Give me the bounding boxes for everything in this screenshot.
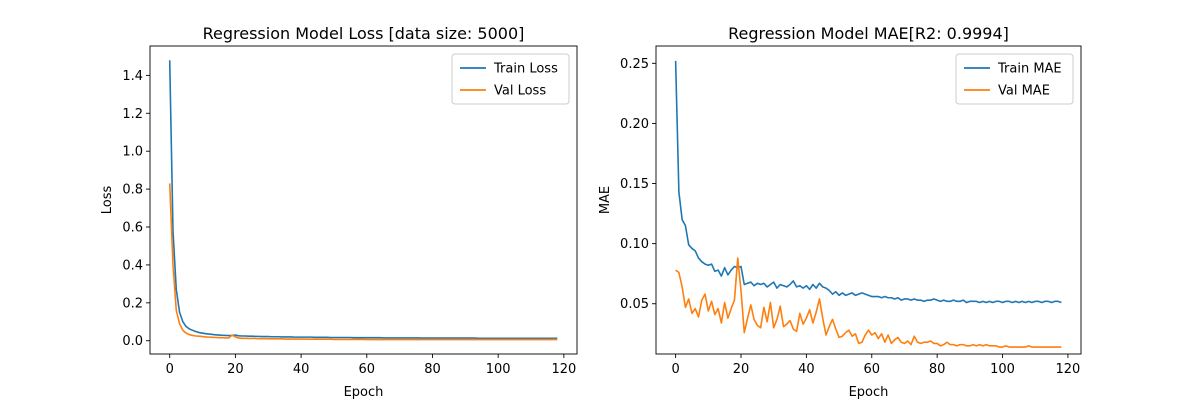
x-tick-label: 80 [424, 362, 441, 377]
chart-title: Regression Model Loss [data size: 5000] [203, 24, 525, 43]
legend: Train MAE Val MAE [955, 53, 1074, 105]
y-tick-label: 0.20 [620, 117, 649, 132]
y-tick-label: 0.10 [620, 237, 649, 252]
series-group [674, 60, 1062, 348]
x-tick-label: 0 [166, 362, 174, 377]
x-axis-label: Epoch [344, 385, 384, 400]
series-line-val-loss [168, 183, 558, 341]
y-tick-label: 0.25 [620, 57, 649, 72]
x-tick-label: 100 [990, 362, 1015, 377]
chart-title: Regression Model MAE[R2: 0.9994] [728, 24, 1009, 43]
y-tick-label: 0.2 [122, 296, 143, 311]
x-tick-label: 120 [551, 362, 576, 377]
plot-frame [149, 45, 578, 355]
legend-label: Train MAE [997, 62, 1062, 77]
series-line-train-mae [674, 60, 1062, 304]
legend-label: Val MAE [998, 84, 1050, 99]
series-line-val-mae [675, 257, 1062, 348]
series-group [168, 60, 558, 341]
y-tick-label: 0.6 [122, 221, 143, 236]
y-tick-label: 0.4 [122, 258, 143, 273]
y-tick-label: 0.8 [122, 183, 143, 198]
legend-label: Val Loss [494, 84, 546, 99]
x-tick-label: 40 [798, 362, 815, 377]
y-tick-label: 1.4 [122, 69, 143, 84]
legend-box [451, 53, 570, 105]
y-axis-label: Loss [100, 186, 115, 215]
x-tick-label: 20 [227, 362, 244, 377]
chart-1: 0 20 40 60 80 100 120 0.0 0.2 0.4 0.6 0.8 1.0 1.2 1.4 R… [100, 24, 578, 400]
x-tick-label: 80 [929, 362, 946, 377]
y-tick-label: 0.15 [620, 177, 649, 192]
y-tick-label: 0.0 [122, 334, 143, 349]
x-axis-label: Epoch [849, 385, 889, 400]
y-tick-label: 1.0 [122, 145, 143, 160]
x-tick-label: 40 [293, 362, 310, 377]
series-line-train-loss [168, 60, 558, 340]
x-tick-label: 60 [359, 362, 376, 377]
x-tick-label: 0 [671, 362, 679, 377]
legend-box [955, 53, 1074, 105]
x-tick-label: 60 [863, 362, 880, 377]
y-axis-label: MAE [598, 186, 613, 214]
chart-2: 0 20 40 60 80 100 120 0.05 0.10 0.15 0.20 0.25 Regre… [598, 24, 1082, 400]
x-tick-label: 100 [486, 362, 511, 377]
legend: Train Loss Val Loss [451, 53, 570, 105]
x-tick-label: 120 [1056, 362, 1081, 377]
y-tick-label: 1.2 [122, 107, 143, 122]
legend-label: Train Loss [493, 62, 558, 77]
y-tick-label: 0.05 [620, 297, 649, 312]
plot-frame [655, 45, 1082, 355]
x-tick-label: 20 [733, 362, 750, 377]
